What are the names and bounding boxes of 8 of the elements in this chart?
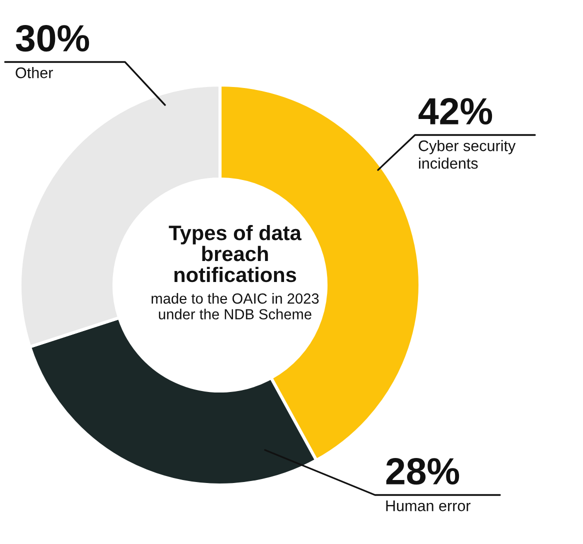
data-label: 42%: [418, 98, 492, 125]
text: Types of data breach notifications: [168, 225, 302, 282]
slice-label: Other: [16, 67, 53, 78]
slice-label: Human error: [386, 500, 470, 512]
text: made to the OAIC in 2023 under the NDB Scheme: [152, 293, 319, 320]
slice-label: Cyber security incidents: [418, 140, 516, 169]
data-label: 28%: [386, 458, 460, 485]
data-label: 30%: [16, 25, 90, 52]
